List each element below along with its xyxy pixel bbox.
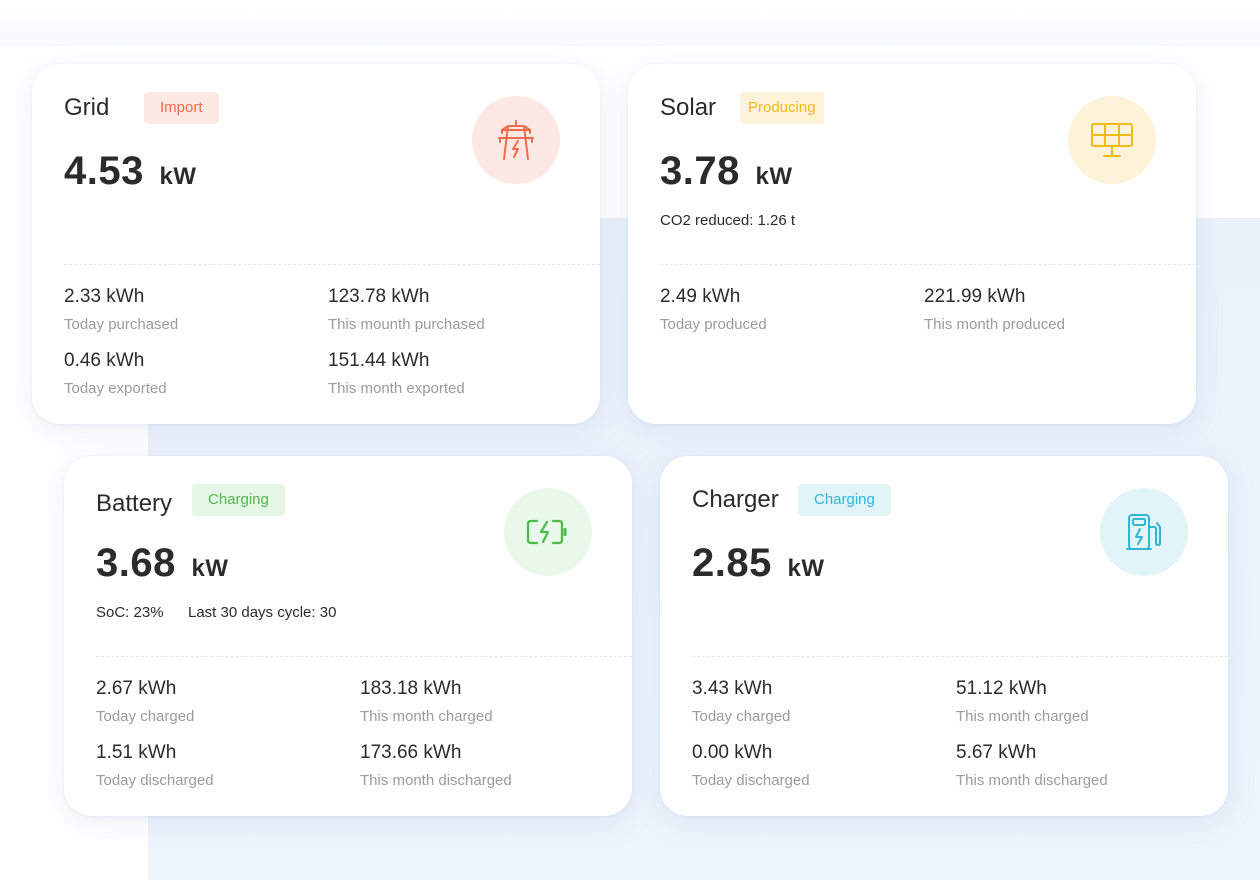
charger-card[interactable]: Charger Charging 2.85 kW 3.43 kWh Today … bbox=[660, 456, 1228, 816]
stat-value: 0.46 kWh bbox=[64, 350, 145, 371]
power-value: 3.78 bbox=[660, 149, 740, 193]
stat-today-discharged: 1.51 kWh Today discharged bbox=[96, 742, 214, 790]
status-badge: Import bbox=[144, 92, 219, 124]
card-title: Battery bbox=[96, 490, 173, 517]
page-top-fade bbox=[0, 0, 1260, 46]
power-unit: kW bbox=[787, 555, 825, 582]
charger-icon-circle bbox=[1100, 488, 1188, 576]
stat-label: This month charged bbox=[956, 708, 1089, 725]
grid-icon-circle bbox=[472, 96, 560, 184]
stat-value: 51.12 kWh bbox=[956, 678, 1047, 699]
power-readout: 3.78 kW bbox=[660, 148, 792, 200]
stat-label: This month produced bbox=[924, 316, 1065, 333]
divider bbox=[64, 264, 600, 265]
battery-charging-icon bbox=[526, 519, 567, 545]
stat-value: 2.49 kWh bbox=[660, 286, 741, 307]
stat-today-produced: 2.49 kWh Today produced bbox=[660, 286, 767, 334]
stat-value: 2.33 kWh bbox=[64, 286, 145, 307]
divider bbox=[96, 656, 632, 657]
power-unit: kW bbox=[755, 163, 793, 190]
battery-card[interactable]: Battery Charging 3.68 kW SoC: 23% Last 3… bbox=[64, 456, 632, 816]
card-title: Grid bbox=[64, 94, 110, 121]
stat-value: 183.18 kWh bbox=[360, 678, 462, 699]
stat-today-charged: 2.67 kWh Today charged bbox=[96, 678, 194, 726]
stat-label: Today discharged bbox=[96, 772, 214, 789]
stat-value: 5.67 kWh bbox=[956, 742, 1037, 763]
stat-month-charged: 51.12 kWh This month charged bbox=[956, 678, 1089, 726]
stat-value: 151.44 kWh bbox=[328, 350, 430, 371]
stat-today-discharged: 0.00 kWh Today discharged bbox=[692, 742, 810, 790]
stat-label: Today charged bbox=[96, 708, 195, 725]
stat-value: 221.99 kWh bbox=[924, 286, 1026, 307]
power-value: 2.85 bbox=[692, 541, 772, 585]
stat-label: This month charged bbox=[360, 708, 493, 725]
card-title: Charger bbox=[692, 486, 779, 513]
stat-label: This month discharged bbox=[360, 772, 512, 789]
ev-charger-icon bbox=[1126, 514, 1161, 550]
card-title: Solar bbox=[660, 94, 717, 121]
stat-label: Today produced bbox=[660, 316, 767, 333]
stat-month-purchased: 123.78 kWh This mounth purchased bbox=[328, 286, 485, 334]
stat-value: 173.66 kWh bbox=[360, 742, 462, 763]
stat-month-discharged: 173.66 kWh This month discharged bbox=[360, 742, 512, 790]
stat-month-exported: 151.44 kWh This month exported bbox=[328, 350, 465, 398]
stat-value: 1.51 kWh bbox=[96, 742, 177, 763]
stat-today-purchased: 2.33 kWh Today purchased bbox=[64, 286, 178, 334]
stat-label: Today charged bbox=[692, 708, 791, 725]
stat-month-charged: 183.18 kWh This month charged bbox=[360, 678, 493, 726]
status-badge: Producing bbox=[740, 92, 824, 124]
stat-month-produced: 221.99 kWh This month produced bbox=[924, 286, 1065, 334]
divider bbox=[692, 656, 1228, 657]
stat-today-exported: 0.46 kWh Today exported bbox=[64, 350, 167, 398]
stat-today-charged: 3.43 kWh Today charged bbox=[692, 678, 790, 726]
grid-card[interactable]: Grid Import 4.53 kW 2.33 kWh Today purch… bbox=[32, 64, 600, 424]
status-badge: Charging bbox=[192, 484, 285, 516]
cycle-text: Last 30 days cycle: 30 bbox=[188, 604, 337, 621]
power-value: 3.68 bbox=[96, 541, 176, 585]
stat-month-discharged: 5.67 kWh This month discharged bbox=[956, 742, 1108, 790]
stat-value: 2.67 kWh bbox=[96, 678, 177, 699]
stat-label: This month exported bbox=[328, 380, 465, 397]
co2-reduced: CO2 reduced: 1.26 t bbox=[660, 212, 796, 229]
battery-icon-circle bbox=[504, 488, 592, 576]
soc-text: SoC: 23% bbox=[96, 604, 164, 621]
stat-label: Today discharged bbox=[692, 772, 810, 789]
solar-icon-circle bbox=[1068, 96, 1156, 184]
power-readout: 2.85 kW bbox=[692, 540, 824, 592]
solar-panel-icon bbox=[1091, 123, 1133, 157]
power-unit: kW bbox=[159, 163, 197, 190]
stat-label: Today exported bbox=[64, 380, 167, 397]
power-tower-icon bbox=[498, 120, 534, 160]
status-badge: Charging bbox=[798, 484, 891, 516]
stat-label: This month discharged bbox=[956, 772, 1108, 789]
power-readout: 4.53 kW bbox=[64, 148, 196, 200]
divider bbox=[660, 264, 1196, 265]
power-unit: kW bbox=[191, 555, 229, 582]
power-value: 4.53 bbox=[64, 149, 144, 193]
stat-value: 3.43 kWh bbox=[692, 678, 773, 699]
power-readout: 3.68 kW bbox=[96, 540, 228, 592]
solar-card[interactable]: Solar Producing 3.78 kW CO2 reduced: 1.2… bbox=[628, 64, 1196, 424]
stat-label: This mounth purchased bbox=[328, 316, 485, 333]
stat-value: 123.78 kWh bbox=[328, 286, 430, 307]
stat-label: Today purchased bbox=[64, 316, 179, 333]
stat-value: 0.00 kWh bbox=[692, 742, 773, 763]
